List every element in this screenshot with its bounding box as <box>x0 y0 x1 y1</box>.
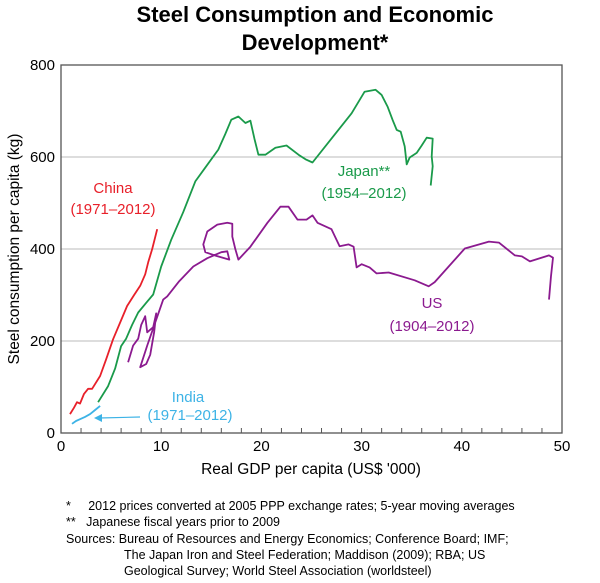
sources-line-2: The Japan Iron and Steel Federation; Mad… <box>124 548 485 562</box>
x-tick-label: 10 <box>153 438 170 455</box>
us-period: (1904–2012) <box>389 318 474 335</box>
china-period: (1971–2012) <box>70 201 155 218</box>
x-axis-label: Real GDP per capita (US$ '000) <box>201 461 421 478</box>
x-tick-label: 0 <box>57 438 65 455</box>
sources-line-1: Sources: Bureau of Resources and Energy … <box>66 532 509 546</box>
series-line-china <box>69 228 159 415</box>
china-label: China <box>93 180 133 197</box>
y-tick-label: 600 <box>30 149 55 166</box>
series-line-india <box>71 405 101 425</box>
y-tick-label: 800 <box>30 57 55 74</box>
y-tick-label: 0 <box>47 425 55 442</box>
y-tick-label: 400 <box>30 241 55 258</box>
us-label: US <box>422 295 443 312</box>
series-line-us <box>127 205 554 369</box>
x-tick-label: 20 <box>253 438 270 455</box>
chart-title-line2: Development* <box>242 30 389 55</box>
series-line-japan <box>97 88 434 403</box>
x-ticks: 0 10 20 30 40 50 <box>57 428 571 455</box>
japan-period: (1954–2012) <box>321 185 406 202</box>
series-lines <box>69 88 554 425</box>
x-tick-label: 30 <box>353 438 370 455</box>
chart-title-line1: Steel Consumption and Economic <box>137 2 494 27</box>
sources-line-3: Geological Survey; World Steel Associati… <box>124 564 432 578</box>
x-tick-label: 40 <box>453 438 470 455</box>
y-ticks: 0 200 400 600 800 <box>30 57 55 442</box>
gridlines <box>61 156 562 342</box>
x-tick-label: 50 <box>554 438 571 455</box>
plot-frame <box>60 64 563 434</box>
y-axis-label: Steel consumption per capita (kg) <box>6 134 23 365</box>
india-label: India <box>172 389 205 406</box>
india-period: (1971–2012) <box>147 407 232 424</box>
footnote-1: * 2012 prices converted at 2005 PPP exch… <box>66 499 515 513</box>
india-arrow <box>94 414 141 422</box>
footnote-2: ** Japanese fiscal years prior to 2009 <box>66 515 280 529</box>
y-tick-label: 200 <box>30 333 55 350</box>
japan-label: Japan** <box>338 163 391 180</box>
